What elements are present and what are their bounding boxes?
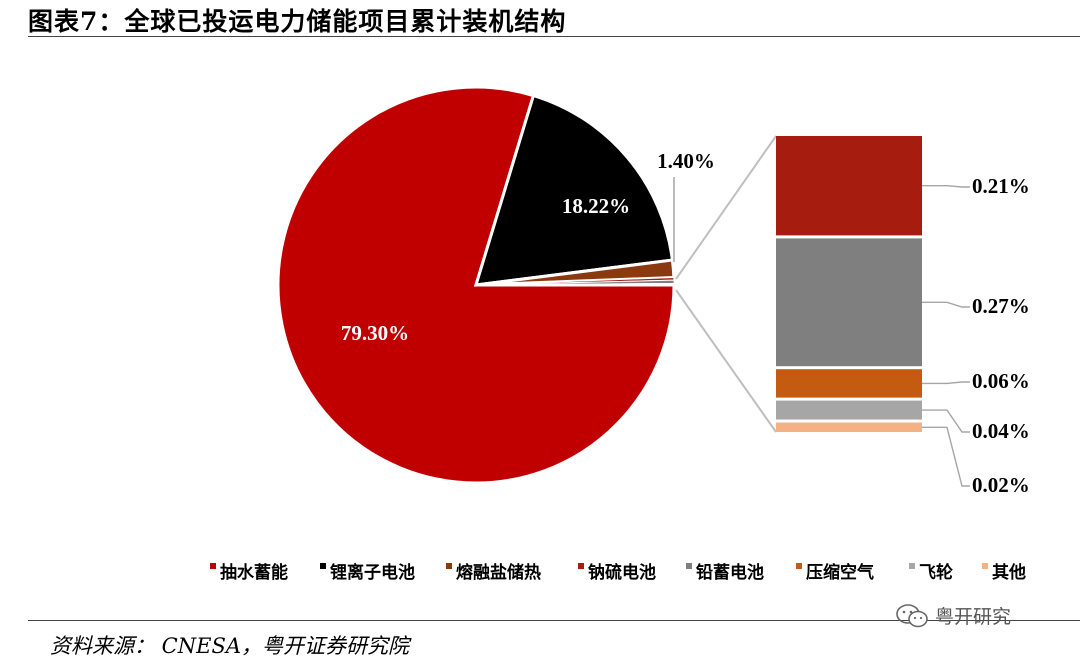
label-leader-line bbox=[922, 409, 970, 433]
bar-data-label: 0.21% bbox=[972, 174, 1030, 198]
legend-item: 熔融盐储热 bbox=[446, 562, 541, 583]
legend-item: 压缩空气 bbox=[796, 562, 874, 583]
wechat-icon bbox=[896, 603, 928, 627]
legend-label: 飞轮 bbox=[919, 562, 953, 583]
legend: 抽水蓄能 锂离子电池 熔融盐储热 钠硫电池 铅蓄电池 压缩空气 飞轮 其他 bbox=[210, 562, 1026, 583]
legend-label: 钠硫电池 bbox=[588, 562, 656, 583]
watermark-text: 粤开研究 bbox=[935, 606, 1012, 628]
watermark: 粤开研究 bbox=[895, 602, 1011, 629]
pie-slice bbox=[276, 85, 676, 485]
legend-label: 锂离子电池 bbox=[330, 562, 415, 583]
pie-slice bbox=[473, 93, 675, 287]
legend-label: 熔融盐储热 bbox=[456, 562, 541, 583]
legend-swatch bbox=[320, 563, 326, 569]
chart-title: 图表7：全球已投运电力储能项目累计装机结构 bbox=[28, 7, 567, 36]
label-leader-line bbox=[922, 301, 970, 308]
legend-item: 铅蓄电池 bbox=[686, 562, 764, 583]
bar-data-label: 0.06% bbox=[972, 369, 1030, 393]
legend-label: 压缩空气 bbox=[806, 562, 874, 583]
bar-segment bbox=[776, 238, 922, 367]
legend-item: 锂离子电池 bbox=[320, 562, 415, 583]
bar-segment bbox=[776, 422, 922, 432]
bar-data-label: 0.02% bbox=[972, 473, 1030, 497]
legend-label: 抽水蓄能 bbox=[220, 562, 288, 583]
pie-data-label: 18.22% bbox=[562, 194, 630, 218]
legend-swatch bbox=[982, 563, 988, 569]
legend-item: 其他 bbox=[982, 562, 1026, 583]
legend-label: 铅蓄电池 bbox=[696, 562, 764, 583]
bar-segment bbox=[776, 369, 922, 398]
legend-label: 其他 bbox=[992, 562, 1026, 583]
pie-data-label: 1.40% bbox=[657, 149, 715, 173]
title-divider bbox=[28, 36, 1080, 37]
legend-swatch bbox=[446, 563, 452, 569]
bar-data-label: 0.04% bbox=[972, 419, 1030, 443]
connector-line bbox=[675, 135, 777, 280]
legend-swatch bbox=[796, 563, 802, 569]
label-leader-line bbox=[922, 426, 970, 487]
pie-data-label: 79.30% bbox=[341, 321, 409, 345]
label-leader-line bbox=[922, 381, 970, 385]
bar-segment bbox=[776, 136, 922, 236]
legend-item: 钠硫电池 bbox=[578, 562, 656, 583]
legend-item: 抽水蓄能 bbox=[210, 562, 288, 583]
legend-swatch bbox=[686, 563, 692, 569]
source-note: 资料来源： CNESA，粤开证券研究院 bbox=[50, 634, 409, 658]
chart-canvas: 79.30%18.22%1.40% 0.21%0.27%0.06%0.04%0.… bbox=[210, 85, 1030, 583]
legend-swatch bbox=[909, 563, 915, 569]
legend-item: 飞轮 bbox=[909, 562, 953, 583]
legend-swatch bbox=[210, 563, 216, 569]
label-leader-line bbox=[922, 185, 970, 188]
pie-chart: 79.30% 18.22% 1.40% bbox=[276, 85, 715, 485]
legend-swatch bbox=[578, 563, 584, 569]
footer-divider bbox=[28, 620, 1080, 621]
connector-line bbox=[675, 289, 777, 433]
bar-data-label: 0.27% bbox=[972, 294, 1030, 318]
breakdown-stacked-bar: 0.21% 0.27% 0.06% 0.04% 0.02% bbox=[776, 136, 1030, 497]
connector-lines bbox=[675, 135, 777, 433]
bar-segment bbox=[776, 400, 922, 420]
